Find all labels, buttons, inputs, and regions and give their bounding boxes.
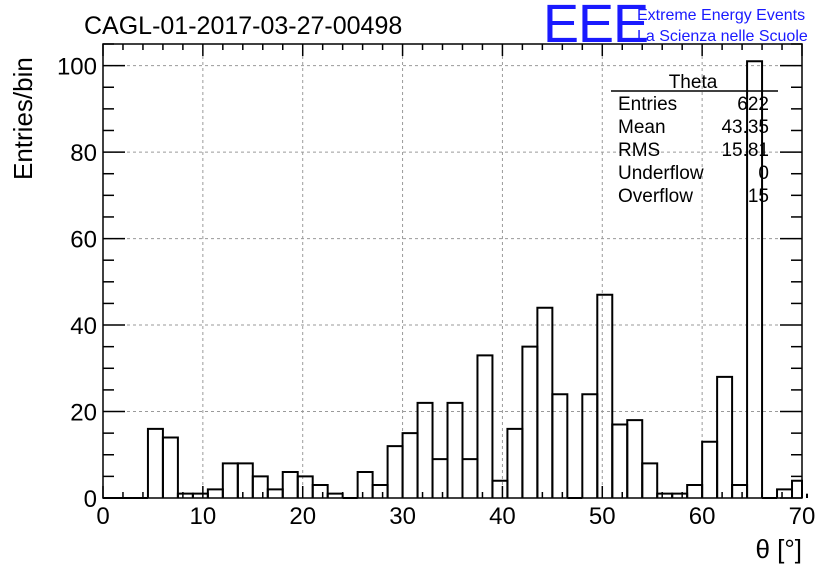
stats-mean-label: Mean (618, 117, 666, 138)
histogram-bin (611, 423, 629, 498)
histogram-bin (791, 479, 803, 498)
x-tick-label: 10 (190, 503, 217, 530)
stats-rms-label: RMS (618, 140, 660, 161)
plot-frame (102, 43, 803, 499)
stats-entries-value: 622 (737, 94, 769, 115)
histogram-bin (491, 479, 509, 498)
y-tick-label: 60 (70, 227, 97, 254)
eee-logo: EEE Extreme Energy Events La Scienza nel… (543, 0, 808, 54)
histogram-bin (686, 484, 704, 498)
histogram-bin (221, 462, 239, 498)
histogram-bin (236, 462, 254, 498)
histogram-bin (536, 306, 554, 498)
y-tick-label: 40 (70, 313, 97, 340)
tick-labels: 0 10 20 30 40 50 60 70 0 20 40 60 80 100 (57, 54, 815, 530)
histogram-bin (731, 484, 749, 498)
y-tick-label: 100 (57, 54, 97, 81)
y-tick-label: 80 (70, 140, 97, 167)
histogram-bin (641, 462, 659, 498)
histogram-bin (596, 293, 614, 498)
histogram-bin (416, 401, 434, 498)
histogram-bars (103, 60, 808, 499)
x-axis-label: θ [°] (755, 534, 802, 564)
logo-text: EEE (543, 0, 648, 54)
stats-underflow-label: Underflow (618, 163, 704, 184)
histogram-bin (551, 393, 569, 498)
stats-entries-label: Entries (618, 94, 677, 115)
histogram-bin (206, 488, 224, 498)
histogram-bin (581, 393, 599, 498)
stats-box-title: Theta (669, 72, 718, 93)
histogram-bin (446, 401, 464, 498)
stats-overflow-label: Overflow (618, 186, 693, 207)
stats-mean-value: 43.35 (721, 117, 769, 138)
run-title: CAGL-01-2017-03-27-00498 (84, 12, 402, 40)
histogram-bin (461, 458, 479, 498)
histogram-bin (521, 345, 539, 498)
x-tick-label: 40 (489, 503, 516, 530)
histogram-bin (146, 427, 164, 498)
histogram-bin (476, 354, 494, 498)
histogram-bin (716, 375, 734, 498)
histogram-bin (281, 471, 299, 498)
x-tick-label: 60 (689, 503, 716, 530)
x-tick-label: 20 (289, 503, 316, 530)
x-tick-label: 70 (789, 503, 816, 530)
histogram-bin (746, 60, 764, 498)
histogram-bin (401, 432, 419, 498)
axis-ticks (102, 43, 803, 499)
histogram-bin (626, 419, 644, 498)
histogram-bin (386, 445, 404, 498)
histogram-bin (161, 436, 179, 498)
grid (103, 44, 802, 498)
histogram-bin (431, 458, 449, 498)
histogram-bin (371, 484, 389, 498)
histogram-bin (311, 484, 329, 498)
y-axis-label: Entries/bin (8, 57, 38, 180)
histogram-bin (296, 475, 314, 498)
histogram-bin (251, 475, 269, 498)
histogram-bin (266, 488, 284, 498)
histogram-bin (776, 488, 794, 498)
stats-box: Theta Entries 622 Mean 43.35 RMS 15.81 U… (611, 72, 778, 207)
y-tick-label: 0 (84, 486, 97, 513)
histogram-bin (356, 471, 374, 498)
stats-overflow-value: 15 (748, 186, 769, 207)
y-tick-label: 20 (70, 400, 97, 427)
stats-rms-value: 15.81 (721, 140, 769, 161)
histogram-bin (701, 440, 719, 498)
logo-line1: Extreme Energy Events (637, 7, 805, 24)
x-tick-label: 0 (96, 503, 109, 530)
histogram-bin (506, 427, 524, 498)
x-tick-label: 30 (389, 503, 416, 530)
stats-underflow-value: 0 (758, 163, 769, 184)
logo-line2: La Scienza nelle Scuole (637, 28, 808, 45)
x-tick-label: 50 (589, 503, 616, 530)
